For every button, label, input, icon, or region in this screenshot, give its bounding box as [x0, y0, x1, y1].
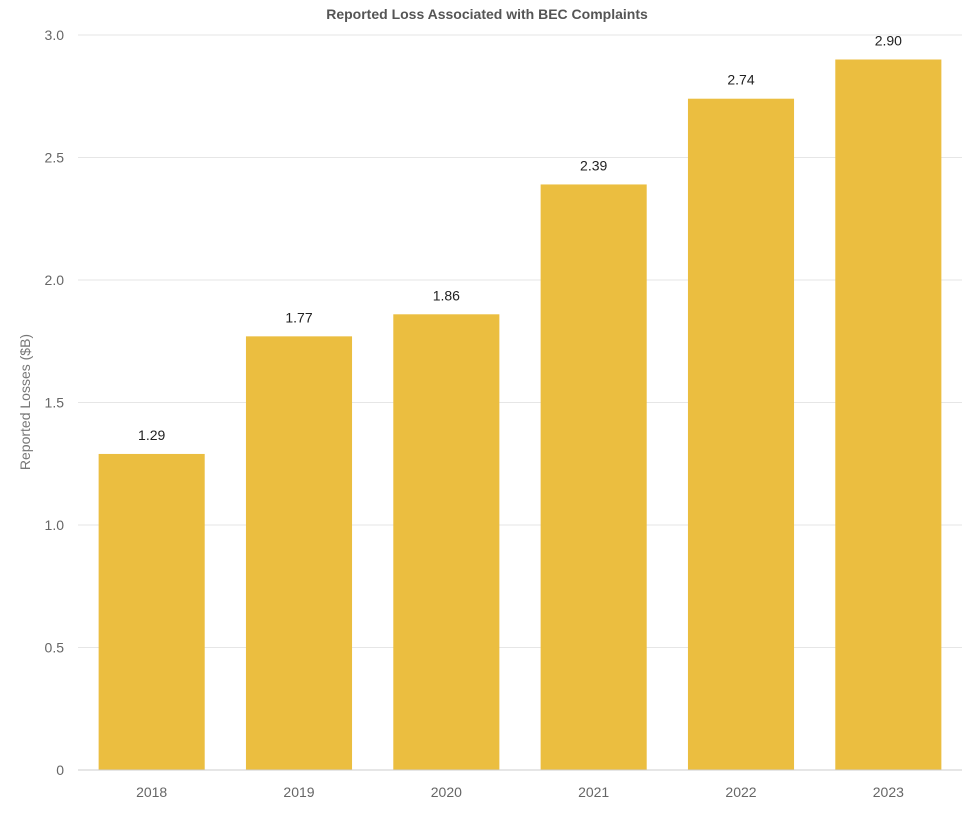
bar-2022 — [687, 98, 795, 770]
y-tick-label: 1.0 — [45, 517, 65, 533]
x-tick-label: 2018 — [136, 784, 167, 800]
bar-2019 — [245, 336, 353, 770]
y-tick-label: 0.5 — [45, 640, 65, 656]
y-tick-label: 2.5 — [45, 150, 65, 166]
x-tick-label: 2022 — [725, 784, 756, 800]
bar-2020 — [393, 314, 500, 770]
bar-2018 — [98, 453, 205, 770]
x-tick-label: 2021 — [578, 784, 609, 800]
y-tick-label: 2.0 — [45, 272, 65, 288]
y-tick-label: 1.5 — [45, 395, 65, 411]
y-axis-ticks: 0 0.5 1.0 1.5 2.0 2.5 3.0 — [45, 27, 65, 778]
y-tick-label: 3.0 — [45, 27, 65, 43]
bar-2023 — [835, 59, 942, 770]
data-labels: 1.29 1.77 1.86 2.39 2.74 2.90 — [138, 33, 902, 443]
bars — [98, 59, 942, 770]
data-label-2022: 2.74 — [727, 72, 754, 88]
bar-2021 — [540, 184, 647, 770]
x-tick-label: 2023 — [873, 784, 904, 800]
x-axis-ticks: 2018 2019 2020 2021 2022 2023 — [136, 784, 904, 800]
data-label-2021: 2.39 — [580, 157, 607, 173]
chart-title: Reported Loss Associated with BEC Compla… — [326, 6, 648, 22]
y-tick-label: 0 — [56, 762, 64, 778]
data-label-2019: 1.77 — [285, 309, 312, 325]
data-label-2018: 1.29 — [138, 427, 165, 443]
data-label-2020: 1.86 — [433, 287, 460, 303]
grid-lines — [78, 34, 962, 648]
data-label-2023: 2.90 — [875, 33, 902, 49]
y-axis-label: Reported Losses ($B) — [17, 334, 33, 470]
x-tick-label: 2020 — [431, 784, 462, 800]
x-tick-label: 2019 — [283, 784, 314, 800]
